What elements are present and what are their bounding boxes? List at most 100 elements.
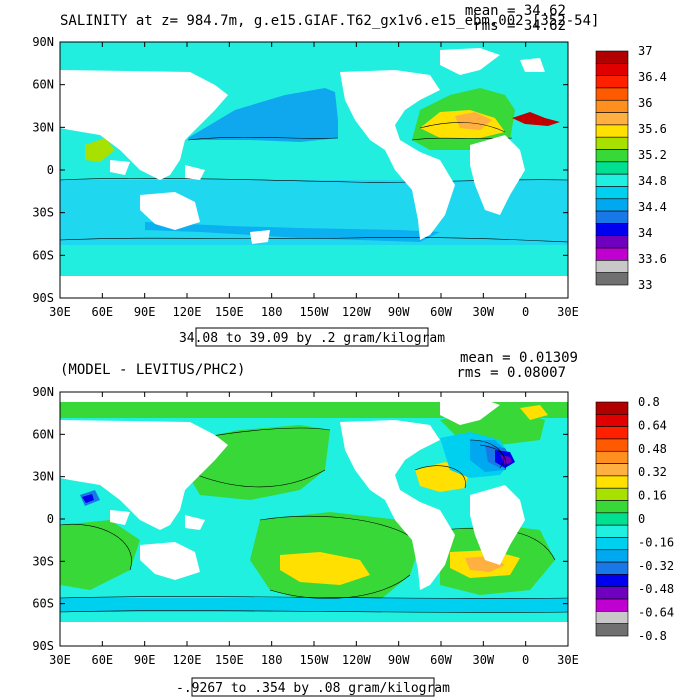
panel-top-colorbar: 37 36.4 36 35.6 35.2 34.8 34.4 34 33.6 33	[595, 44, 667, 292]
panel-top: SALINITY at z= 984.7m, g.e15.GIAF.T62_gx…	[32, 3, 667, 347]
colorbar-swatch	[595, 450, 629, 464]
x-tick-label: 90W	[388, 305, 410, 319]
y-tick-label: 60N	[32, 78, 54, 92]
colorbar-swatch	[595, 426, 629, 440]
x-tick-label: 180	[261, 305, 283, 319]
panel-top-mean: mean = 34.62	[465, 3, 566, 19]
y-tick-label: 30S	[32, 554, 54, 568]
y-tick-label: 90N	[32, 35, 54, 49]
colorbar-swatch	[595, 260, 629, 273]
panel-bottom-colorbar: 0.8 0.64 0.48 0.32 0.16 0 -0.16 -0.32 -0.48 -0.64…	[595, 395, 674, 643]
panel-top-rms: rms = 34.62	[473, 18, 566, 34]
y-tick-label: 60S	[32, 248, 54, 262]
colorbar-label: 0.8	[638, 395, 660, 409]
y-tick-label: 0	[47, 512, 54, 526]
colorbar-swatch	[595, 414, 629, 427]
colorbar-swatch	[595, 500, 629, 514]
x-tick-label: 120W	[342, 653, 372, 667]
colorbar-label: 34	[638, 226, 652, 240]
colorbar-label: 36	[638, 96, 652, 110]
colorbar-label: 34.4	[638, 200, 667, 214]
panel-top-title: SALINITY at z= 984.7m, g.e15.GIAF.T62_gx…	[60, 13, 599, 29]
panel-bottom-map	[60, 392, 568, 646]
colorbar-swatch	[595, 524, 629, 538]
colorbar-swatch	[595, 561, 629, 575]
colorbar-swatch	[595, 487, 629, 501]
colorbar-label: 33	[638, 278, 652, 292]
colorbar-swatch	[595, 611, 629, 624]
colorbar-swatch	[595, 574, 629, 588]
colorbar-label: -0.16	[638, 535, 674, 549]
colorbar-swatch	[595, 173, 629, 187]
y-tick-label: 90S	[32, 639, 54, 653]
panel-bottom-mean: mean = 0.01309	[460, 350, 578, 366]
x-tick-label: 30E	[49, 653, 71, 667]
colorbar-label: 35.6	[638, 122, 667, 136]
colorbar-swatch	[595, 198, 629, 212]
panel-bottom-rms: rms = 0.08007	[456, 365, 566, 381]
x-tick-label: 150E	[215, 653, 244, 667]
x-tick-label: 150W	[300, 305, 330, 319]
colorbar-label: -0.64	[638, 606, 674, 620]
colorbar-swatch	[595, 87, 629, 101]
panel-bottom-y-axis: 90N 60N 30N 0 30S 60S 90S	[32, 385, 568, 653]
x-tick-label: 0	[522, 653, 529, 667]
x-tick-label: 30W	[472, 305, 494, 319]
panel-top-range-label: 34.08 to 39.09 by .2 gram/kilogram	[179, 331, 445, 346]
y-tick-label: 30N	[32, 470, 54, 484]
panel-bottom-x-axis: 30E 60E 90E 120E 150E 180 150W 120W 90W 60W 30W 0 30…	[49, 392, 579, 667]
panel-top-x-axis: 30E 60E 90E 120E 150E 180 150W 120W 90W 60W 30W 0 30…	[49, 42, 579, 319]
x-tick-label: 150W	[300, 653, 330, 667]
panel-top-y-axis: 90N 60N 30N 0 30S 60S 90S	[32, 35, 568, 305]
y-tick-label: 30N	[32, 120, 54, 134]
colorbar-label: 0.16	[638, 489, 667, 503]
panel-top-map	[60, 42, 568, 298]
colorbar-label: 0.32	[638, 465, 667, 479]
colorbar-swatch	[595, 112, 629, 126]
y-tick-label: 30S	[32, 206, 54, 220]
colorbar-swatch	[595, 247, 629, 261]
colorbar-swatch	[595, 586, 629, 600]
colorbar-label: 0.48	[638, 442, 667, 456]
colorbar-swatch	[595, 549, 629, 563]
y-tick-label: 0	[47, 163, 54, 177]
y-tick-label: 60S	[32, 597, 54, 611]
colorbar-swatch	[595, 537, 629, 551]
x-tick-label: 150E	[215, 305, 244, 319]
x-tick-label: 90W	[388, 653, 410, 667]
colorbar-swatch	[595, 161, 629, 175]
panel-top-range-box	[195, 327, 429, 347]
colorbar-label: -0.32	[638, 559, 674, 573]
y-tick-label: 90N	[32, 385, 54, 399]
x-tick-label: 30E	[49, 305, 71, 319]
x-tick-label: 30E	[557, 305, 579, 319]
colorbar-label: 37	[638, 44, 652, 58]
colorbar-swatch	[595, 136, 629, 150]
panel-bottom-title: (MODEL - LEVITUS/PHC2)	[60, 362, 245, 378]
colorbar-swatch	[595, 623, 629, 637]
colorbar-swatch	[595, 401, 629, 415]
x-tick-label: 60E	[91, 305, 113, 319]
colorbar-swatch	[595, 272, 629, 286]
y-tick-label: 90S	[32, 291, 54, 305]
panel-bottom: (MODEL - LEVITUS/PHC2) mean = 0.01309 rm…	[32, 350, 674, 697]
colorbar-swatch	[595, 438, 629, 452]
x-tick-label: 30E	[557, 653, 579, 667]
x-tick-label: 60W	[430, 305, 452, 319]
colorbar-label: 33.6	[638, 252, 667, 266]
colorbar-swatch	[595, 223, 629, 237]
panel-bottom-range-box	[191, 677, 435, 697]
colorbar-label: 36.4	[638, 70, 667, 84]
colorbar-label: 0	[638, 512, 645, 526]
x-tick-label: 90E	[134, 653, 156, 667]
x-tick-label: 180	[261, 653, 283, 667]
x-tick-label: 120E	[173, 305, 202, 319]
colorbar-swatch	[595, 186, 629, 200]
colorbar-label: 34.8	[638, 174, 667, 188]
x-tick-label: 60E	[91, 653, 113, 667]
colorbar-swatch	[595, 235, 629, 249]
x-tick-label: 60W	[430, 653, 452, 667]
colorbar-swatch	[595, 210, 629, 224]
colorbar-swatch	[595, 512, 629, 526]
colorbar-label: 0.64	[638, 418, 667, 432]
